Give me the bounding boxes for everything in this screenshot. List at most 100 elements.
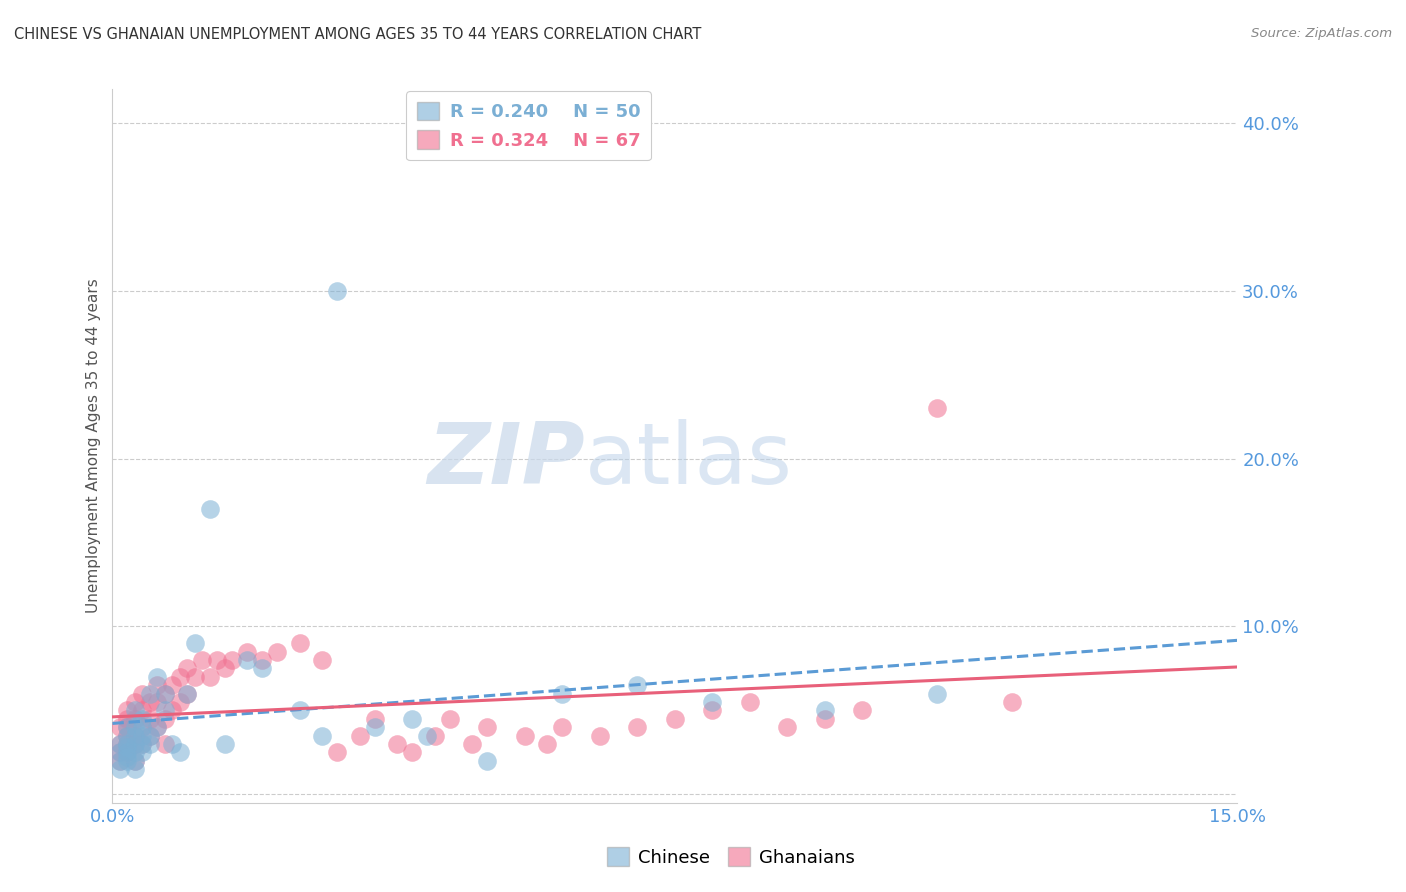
Point <box>551 687 574 701</box>
Point <box>401 712 423 726</box>
Point <box>108 754 131 768</box>
Point <box>131 737 153 751</box>
Point <box>169 670 191 684</box>
Point <box>117 729 139 743</box>
Point <box>311 729 333 743</box>
Point <box>776 720 799 734</box>
Point <box>153 712 176 726</box>
Point <box>131 712 153 726</box>
Point <box>169 695 191 709</box>
Point <box>252 661 274 675</box>
Y-axis label: Unemployment Among Ages 35 to 44 years: Unemployment Among Ages 35 to 44 years <box>86 278 101 614</box>
Point <box>139 712 162 726</box>
Point <box>198 502 221 516</box>
Point <box>214 661 236 675</box>
Point <box>326 284 349 298</box>
Point <box>439 712 461 726</box>
Point <box>139 737 162 751</box>
Point <box>214 737 236 751</box>
Point <box>927 401 949 416</box>
Point <box>401 746 423 760</box>
Point <box>139 687 162 701</box>
Point <box>124 695 146 709</box>
Point <box>108 746 131 760</box>
Point <box>117 740 139 755</box>
Point <box>176 661 198 675</box>
Point <box>124 737 146 751</box>
Point <box>311 653 333 667</box>
Point <box>146 695 169 709</box>
Point <box>153 687 176 701</box>
Point <box>124 754 146 768</box>
Point <box>551 720 574 734</box>
Point <box>124 754 146 768</box>
Point <box>423 729 446 743</box>
Point <box>108 720 131 734</box>
Point <box>387 737 409 751</box>
Point <box>326 746 349 760</box>
Point <box>131 737 153 751</box>
Point <box>131 703 153 717</box>
Point <box>117 737 139 751</box>
Point <box>416 729 439 743</box>
Point <box>477 754 499 768</box>
Point <box>108 737 131 751</box>
Point <box>108 754 131 768</box>
Point <box>117 729 139 743</box>
Point <box>139 695 162 709</box>
Point <box>153 687 176 701</box>
Point <box>513 729 536 743</box>
Point <box>117 703 139 717</box>
Point <box>184 670 207 684</box>
Point <box>117 746 139 760</box>
Point <box>124 712 146 726</box>
Point <box>589 729 612 743</box>
Text: ZIP: ZIP <box>427 418 585 502</box>
Point <box>124 729 146 743</box>
Point <box>124 703 146 717</box>
Point <box>117 750 139 764</box>
Point <box>364 720 387 734</box>
Point <box>738 695 761 709</box>
Point <box>702 703 724 717</box>
Point <box>198 670 221 684</box>
Point <box>117 720 139 734</box>
Point <box>851 703 873 717</box>
Point <box>139 729 162 743</box>
Point <box>153 703 176 717</box>
Point <box>146 720 169 734</box>
Point <box>364 712 387 726</box>
Point <box>153 737 176 751</box>
Point <box>288 703 311 717</box>
Point <box>124 746 146 760</box>
Text: CHINESE VS GHANAIAN UNEMPLOYMENT AMONG AGES 35 TO 44 YEARS CORRELATION CHART: CHINESE VS GHANAIAN UNEMPLOYMENT AMONG A… <box>14 27 702 42</box>
Point <box>124 762 146 776</box>
Text: Source: ZipAtlas.com: Source: ZipAtlas.com <box>1251 27 1392 40</box>
Point <box>131 746 153 760</box>
Point <box>169 746 191 760</box>
Point <box>117 720 139 734</box>
Point <box>191 653 214 667</box>
Point <box>207 653 229 667</box>
Point <box>176 687 198 701</box>
Point <box>124 737 146 751</box>
Point <box>117 712 139 726</box>
Point <box>927 687 949 701</box>
Point <box>536 737 558 751</box>
Point <box>626 678 648 692</box>
Point <box>117 746 139 760</box>
Point <box>146 720 169 734</box>
Point <box>108 762 131 776</box>
Point <box>124 729 146 743</box>
Point <box>221 653 243 667</box>
Legend: Chinese, Ghanaians: Chinese, Ghanaians <box>600 840 862 874</box>
Legend: R = 0.240    N = 50, R = 0.324    N = 67: R = 0.240 N = 50, R = 0.324 N = 67 <box>406 91 651 161</box>
Point <box>146 670 169 684</box>
Point <box>461 737 484 751</box>
Point <box>162 678 184 692</box>
Point <box>131 729 153 743</box>
Point <box>131 720 153 734</box>
Point <box>131 687 153 701</box>
Point <box>117 737 139 751</box>
Point <box>139 729 162 743</box>
